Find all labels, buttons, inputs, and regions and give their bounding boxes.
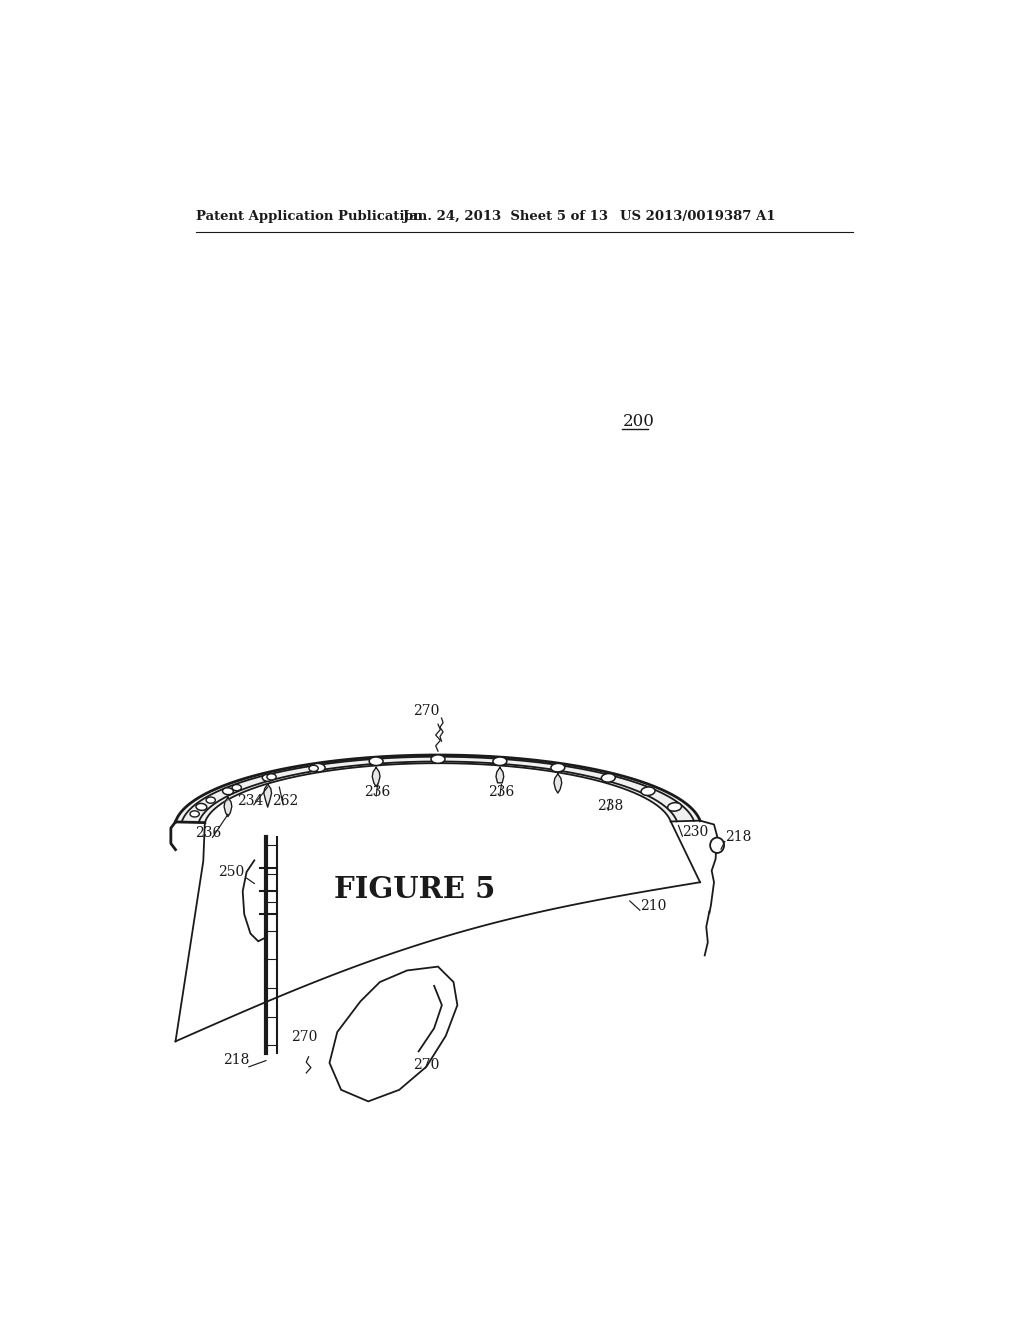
Text: 230: 230 (682, 825, 709, 840)
Text: FIGURE 5: FIGURE 5 (334, 875, 496, 904)
Text: 210: 210 (640, 899, 667, 913)
Text: 270: 270 (414, 704, 439, 718)
Text: 270: 270 (414, 1059, 439, 1072)
Text: 250: 250 (218, 865, 244, 879)
Text: 236: 236 (488, 785, 514, 799)
Text: Patent Application Publication: Patent Application Publication (197, 210, 423, 223)
Text: Jan. 24, 2013  Sheet 5 of 13: Jan. 24, 2013 Sheet 5 of 13 (403, 210, 608, 223)
Ellipse shape (309, 766, 318, 771)
Polygon shape (175, 755, 700, 822)
Ellipse shape (370, 758, 383, 766)
Polygon shape (330, 966, 458, 1101)
Ellipse shape (222, 788, 233, 795)
Polygon shape (373, 767, 380, 787)
Text: 200: 200 (623, 413, 654, 430)
Text: 262: 262 (271, 793, 298, 808)
Text: 218: 218 (223, 1053, 250, 1068)
Ellipse shape (641, 787, 655, 796)
Ellipse shape (232, 784, 242, 791)
Text: 218: 218 (725, 830, 752, 845)
Polygon shape (264, 784, 271, 807)
Ellipse shape (196, 804, 207, 810)
Ellipse shape (710, 838, 724, 853)
Text: US 2013/0019387 A1: US 2013/0019387 A1 (621, 210, 775, 223)
Text: 270: 270 (292, 1031, 317, 1044)
Ellipse shape (262, 775, 273, 781)
Polygon shape (496, 767, 504, 783)
Polygon shape (554, 774, 562, 793)
Ellipse shape (206, 797, 215, 804)
Polygon shape (224, 797, 231, 817)
Ellipse shape (601, 774, 615, 781)
Ellipse shape (267, 774, 276, 780)
Ellipse shape (311, 763, 326, 772)
Ellipse shape (190, 810, 200, 817)
Text: 234: 234 (237, 793, 263, 808)
Text: 236: 236 (365, 785, 391, 799)
Ellipse shape (551, 763, 565, 772)
Ellipse shape (493, 758, 507, 766)
Text: 238: 238 (597, 799, 623, 813)
Ellipse shape (668, 803, 682, 812)
Text: 236: 236 (196, 826, 221, 841)
Ellipse shape (431, 755, 445, 763)
